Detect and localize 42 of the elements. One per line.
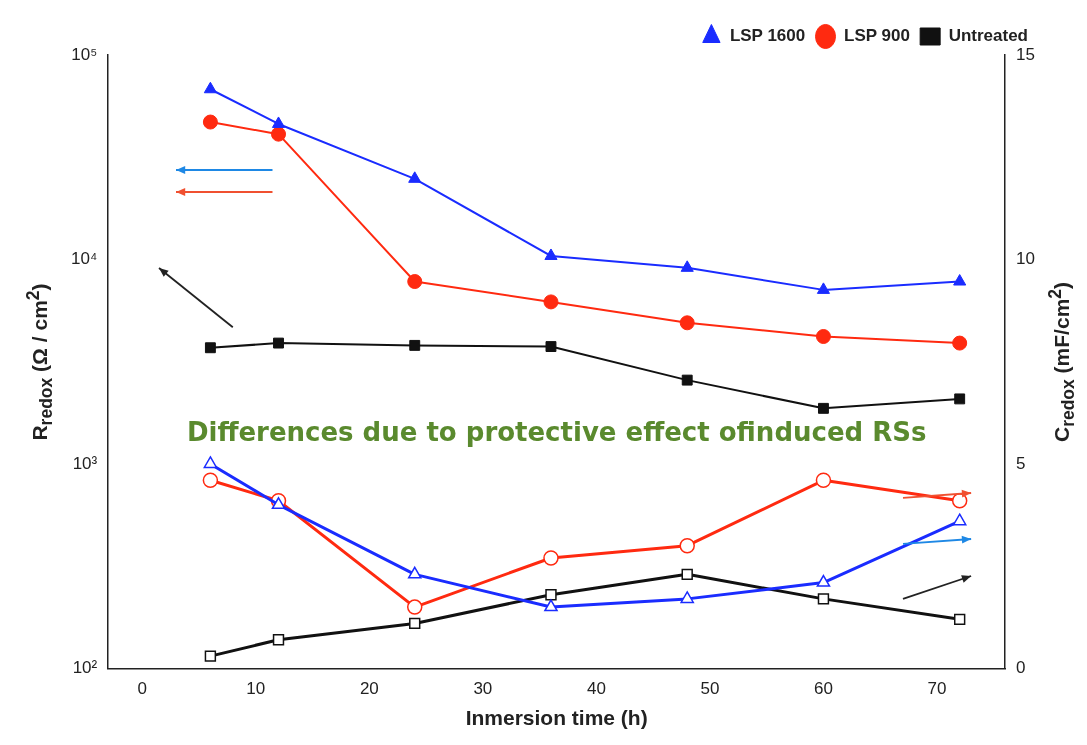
- point: [544, 248, 558, 260]
- annotation: Differences due to protective effect ofinduced RSs: [186, 416, 927, 447]
- x-tick-label: 0: [137, 679, 148, 699]
- y-tick-label: 10²: [72, 658, 98, 678]
- point: [818, 402, 829, 414]
- x-tick-label: 50: [700, 679, 720, 699]
- y2-tick-label: 15: [1016, 44, 1036, 64]
- legend-label: LSP 1600: [729, 26, 806, 46]
- point: [204, 342, 216, 354]
- point: [202, 114, 218, 130]
- point: [680, 260, 694, 272]
- legend-label: Untreated: [948, 26, 1029, 46]
- x-tick-label: 30: [473, 679, 493, 699]
- y2-tick-label: 5: [1016, 453, 1026, 473]
- y-tick-label: 10³: [72, 453, 98, 473]
- point: [815, 329, 831, 344]
- point: [408, 171, 422, 183]
- point: [409, 339, 421, 351]
- point: [953, 274, 967, 286]
- y-tick-label: 10⁵: [71, 44, 98, 64]
- x-tick-label: 60: [813, 679, 833, 699]
- x-axis-title: Inmersion time (h): [465, 706, 648, 730]
- legend-label: LSP 900: [844, 26, 910, 46]
- point: [679, 315, 695, 331]
- point: [954, 393, 966, 405]
- point: [952, 335, 968, 351]
- point: [681, 374, 693, 386]
- y2-tick-label: 0: [1016, 658, 1026, 678]
- point: [273, 337, 284, 349]
- y2-tick-label: 10: [1016, 249, 1036, 269]
- x-tick-label: 40: [586, 679, 606, 699]
- x-tick-label: 70: [927, 679, 947, 699]
- point: [271, 116, 286, 128]
- x-tick-label: 10: [246, 679, 266, 699]
- point: [203, 81, 217, 94]
- y-tick-label: 10⁴: [71, 249, 98, 269]
- point: [543, 294, 559, 310]
- x-tick-label: 20: [359, 679, 379, 699]
- point: [816, 282, 831, 294]
- point: [545, 341, 557, 353]
- point: [271, 126, 287, 142]
- point: [407, 274, 423, 290]
